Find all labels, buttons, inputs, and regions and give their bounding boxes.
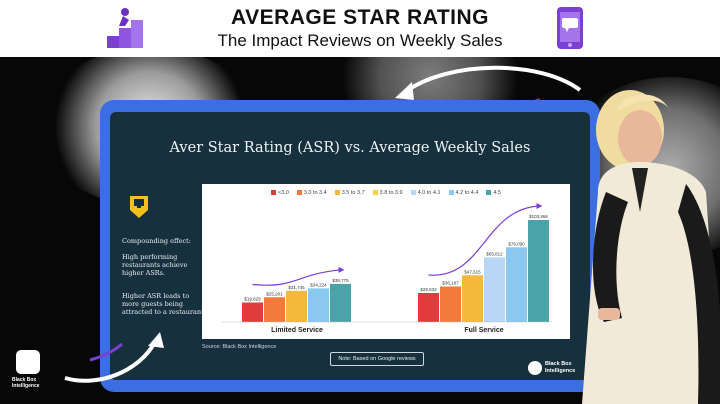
presentation-slide: Aver Star Rating (ASR) vs. Average Weekl… [110, 112, 590, 380]
legend-swatch [372, 190, 378, 196]
legend-label: 4.2 to 4.4 [455, 190, 479, 196]
legend-swatch [270, 190, 276, 196]
trend-curve [428, 205, 539, 276]
legend-item: 4.5 [486, 190, 501, 196]
legend-item: 3.8 to 3.9 [372, 190, 403, 196]
black-box-logo-text: Black Box Intelligence [12, 377, 40, 389]
trend-arrowhead [536, 203, 543, 210]
legend-label: <3.0 [277, 190, 289, 196]
chart-bar [506, 247, 527, 322]
page-subtitle: The Impact Reviews on Weekly Sales [217, 31, 503, 50]
group-label: Full Service [464, 327, 503, 334]
legend-label: 4.0 to 4.1 [417, 190, 441, 196]
chart-bar [418, 293, 439, 322]
bar-value-label: $31,745 [288, 285, 305, 290]
bar-value-label: $103,866 [529, 214, 548, 219]
legend-swatch [448, 190, 454, 196]
phone-review-icon [557, 7, 583, 49]
chart-bar [484, 257, 505, 322]
legend-label: 3.5 to 3.7 [341, 190, 365, 196]
chart-bar [330, 283, 351, 322]
chart-bar [242, 302, 263, 322]
bar-value-label: $38,775 [332, 278, 349, 283]
legend-item: 3.5 to 3.7 [334, 190, 365, 196]
bbi-logo-text: Black Box Intelligence [545, 361, 576, 374]
curved-arrow-bottom [64, 332, 164, 383]
climbing-stairs-icon [107, 8, 143, 48]
bar-value-label: $19,829 [244, 297, 261, 302]
bar-value-label: $36,187 [442, 280, 459, 285]
chart-bar [462, 275, 483, 322]
presenter-photo [582, 90, 720, 404]
legend-item: <3.0 [270, 190, 289, 196]
legend-item: 3.0 to 3.4 [296, 190, 327, 196]
legend-swatch [410, 190, 416, 196]
trend-arrowhead [338, 266, 345, 273]
bar-value-label: $29,532 [420, 287, 437, 292]
page-title: AVERAGE STAR RATING [230, 6, 489, 29]
bar-chart: <3.0 3.0 to 3.4 3.5 to 3.7 3.8 to 3.9 4.0 to… [202, 184, 570, 339]
side-paragraph-1: High performing restaurants achieve high… [122, 253, 188, 277]
chart-bar [286, 290, 307, 322]
legend-swatch [334, 190, 340, 196]
black-box-logo-mark [16, 350, 40, 374]
side-paragraph-2: Higher ASR leads to more guests being at… [122, 292, 206, 316]
legend-swatch [486, 190, 492, 196]
side-heading: Compounding effect: [122, 237, 191, 245]
chart-legend: <3.0 3.0 to 3.4 3.5 to 3.7 3.8 to 3.9 4.0 to… [202, 190, 570, 196]
trend-curve [252, 269, 341, 286]
slide-title: Aver Star Rating (ASR) vs. Average Weekl… [169, 140, 531, 156]
bar-value-label: $47,615 [464, 269, 481, 274]
footnote-box: Note: Based on Google reviews [330, 352, 424, 366]
legend-swatch [296, 190, 302, 196]
legend-label: 4.5 [493, 190, 502, 196]
bar-value-label: $34,224 [310, 282, 327, 287]
chart-bar [264, 297, 285, 322]
trophy-icon [130, 196, 148, 218]
bar-value-label: $76,090 [508, 241, 525, 246]
header-banner: AVERAGE STAR RATING The Impact Reviews o… [0, 0, 720, 57]
legend-item: 4.0 to 4.1 [410, 190, 441, 196]
bbi-logo-mark [528, 361, 542, 375]
chart-svg: $19,829 $25,201 $31,745 $34,224 $38,775 Limit… [222, 203, 552, 334]
bar-value-label: $65,812 [486, 251, 503, 256]
chart-bar [308, 288, 329, 322]
black-box-logo: Black Box Intelligence [12, 350, 46, 398]
legend-item: 4.2 to 4.4 [448, 190, 479, 196]
legend-label: 3.0 to 3.4 [303, 190, 327, 196]
chart-bar [528, 220, 549, 322]
bar-value-label: $25,201 [266, 291, 283, 296]
source-note: Source: Black Box Intelligence [202, 344, 277, 350]
legend-label: 3.8 to 3.9 [379, 190, 403, 196]
chart-bar [440, 286, 461, 322]
bbi-logo: Black Box Intelligence [528, 360, 588, 378]
group-label: Limited Service [271, 327, 323, 334]
